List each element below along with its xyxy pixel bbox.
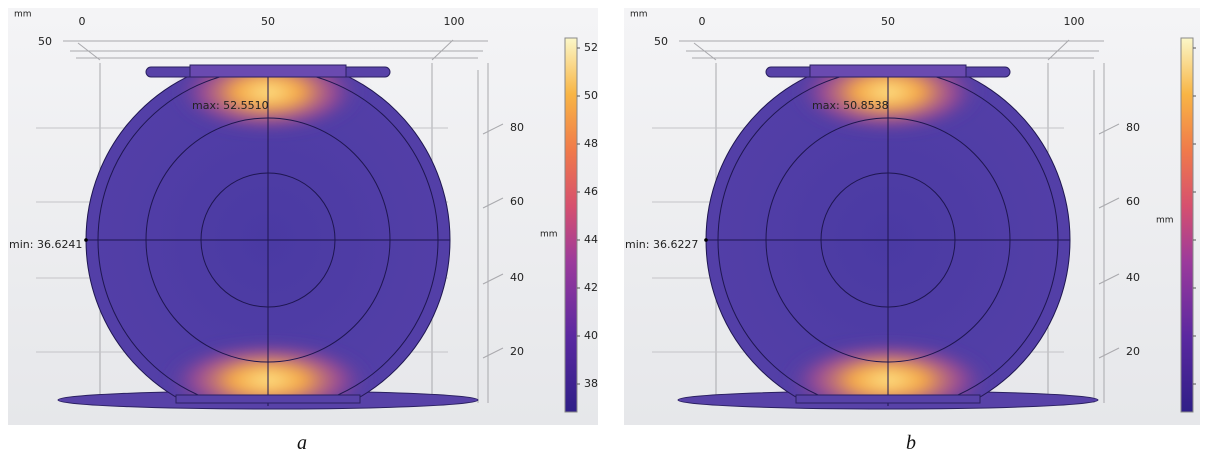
z-tick-label: 20	[1126, 345, 1140, 358]
colorbar-tick-label: 44	[584, 233, 598, 246]
x-tick-label: 50	[881, 15, 895, 28]
z-tick-label: 60	[1126, 195, 1140, 208]
x-tick-label: 0	[699, 15, 706, 28]
colorbar-tick-label: 50	[584, 89, 598, 102]
min-marker	[84, 238, 88, 242]
y-tick-label: 50	[654, 35, 668, 48]
figure: mm 0 50 100 50 80 60 40 20 max: 52.5510 min: 36.62…	[0, 0, 1208, 455]
colorbar	[565, 38, 577, 412]
x-tick-label: 100	[444, 15, 465, 28]
z-tick-label: 40	[510, 271, 524, 284]
top-flange	[190, 65, 346, 77]
colorbar	[1181, 38, 1193, 412]
colorbar-tick-label: 40	[584, 329, 598, 342]
z-tick-label: 60	[510, 195, 524, 208]
x-tick-label: 0	[79, 15, 86, 28]
min-label: min: 36.6241	[9, 238, 82, 251]
colorbar-unit: mm	[1156, 216, 1174, 226]
colorbar-tick-label: 48	[584, 137, 598, 150]
panel-caption: b	[906, 432, 916, 455]
max-label: max: 52.5510	[192, 99, 269, 112]
max-label: max: 50.8538	[812, 99, 889, 112]
min-label: min: 36.6227	[625, 238, 698, 251]
colorbar-tick-label: 42	[584, 281, 598, 294]
z-tick-label: 20	[510, 345, 524, 358]
bottom-flange	[796, 395, 980, 403]
panel-b: mm 0 50 100 50 80 60 40 20 max: 50.8538 min: 36.62…	[624, 8, 1200, 425]
colorbar-unit: mm	[540, 230, 558, 240]
z-tick-label: 80	[1126, 121, 1140, 134]
panel-a: mm 0 50 100 50 80 60 40 20 max: 52.5510 min: 36.62…	[8, 8, 598, 425]
unit-label: mm	[630, 10, 648, 20]
panel-caption: a	[297, 432, 307, 455]
bottom-flange	[176, 395, 360, 403]
colorbar-tick-label: 38	[584, 377, 598, 390]
x-tick-label: 50	[261, 15, 275, 28]
unit-label: mm	[14, 10, 32, 20]
top-flange	[810, 65, 966, 77]
x-tick-label: 100	[1064, 15, 1085, 28]
colorbar-tick-label: 46	[584, 185, 598, 198]
min-marker	[704, 238, 708, 242]
z-tick-label: 80	[510, 121, 524, 134]
z-tick-label: 40	[1126, 271, 1140, 284]
colorbar-tick-label: 52	[584, 41, 598, 54]
y-tick-label: 50	[38, 35, 52, 48]
